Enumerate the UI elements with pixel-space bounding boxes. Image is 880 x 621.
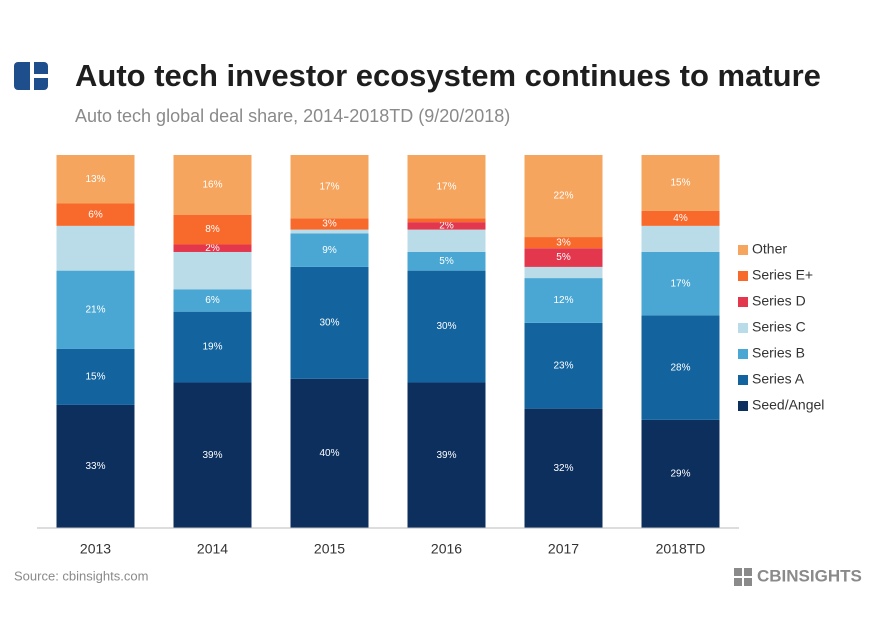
- bar-segment: [173, 289, 252, 312]
- bar-segment: [407, 222, 486, 230]
- value-label: 5%: [556, 252, 571, 263]
- bar-segment: [524, 278, 603, 323]
- value-label: 4%: [673, 213, 688, 224]
- legend-swatch: [738, 297, 748, 307]
- value-label: 39%: [436, 450, 456, 461]
- legend-swatch: [738, 245, 748, 255]
- bar-segment: [641, 419, 720, 528]
- bar-segment: [173, 382, 252, 528]
- bar-segment: [173, 311, 252, 383]
- bar-segment: [407, 382, 486, 528]
- legend-swatch: [738, 349, 748, 359]
- bar-segment: [290, 378, 369, 528]
- x-tick-label: 2015: [314, 541, 345, 557]
- value-label: 39%: [202, 450, 222, 461]
- brand-logo: [734, 568, 752, 586]
- bar-segment: [56, 225, 135, 271]
- value-label: 30%: [436, 321, 456, 332]
- bar-segment: [407, 229, 486, 252]
- bar-segment: [641, 155, 720, 211]
- bar-segment: [407, 218, 486, 223]
- bar-segment: [407, 155, 486, 219]
- bar-segment: [641, 210, 720, 226]
- bar-segment: [290, 155, 369, 219]
- bar-segment: [641, 251, 720, 316]
- bar-segment: [56, 270, 135, 349]
- logo-icon: [14, 62, 48, 90]
- legend-label: Series B: [752, 345, 805, 361]
- bar-segment: [173, 251, 252, 290]
- bar-segment: [173, 214, 252, 245]
- value-label: 6%: [88, 209, 103, 220]
- legend-label: Other: [752, 241, 787, 257]
- legend-swatch: [738, 401, 748, 411]
- value-label: 23%: [553, 360, 573, 371]
- legend-swatch: [738, 271, 748, 281]
- value-label: 15%: [85, 372, 105, 383]
- value-label: 2%: [205, 243, 220, 254]
- x-tick-label: 2014: [197, 541, 228, 557]
- bar-segment: [524, 322, 603, 409]
- x-tick-label: 2013: [80, 541, 111, 557]
- value-label: 15%: [670, 178, 690, 189]
- bar-segment: [173, 244, 252, 252]
- value-label: 13%: [85, 174, 105, 185]
- bar-segment: [524, 155, 603, 238]
- value-label: 17%: [436, 181, 456, 192]
- x-tick-label: 2016: [431, 541, 462, 557]
- value-label: 33%: [85, 461, 105, 472]
- bar-segment: [56, 404, 135, 528]
- value-label: 17%: [670, 278, 690, 289]
- legend-swatch: [738, 323, 748, 333]
- value-label: 5%: [439, 256, 454, 267]
- value-label: 30%: [319, 317, 339, 328]
- legend-label: Series A: [752, 371, 805, 387]
- value-label: 40%: [319, 448, 339, 459]
- legend-label: Series E+: [752, 267, 813, 283]
- value-label: 22%: [553, 191, 573, 202]
- bar-segment: [407, 251, 486, 271]
- bar-segment: [524, 248, 603, 267]
- bar-segment: [56, 203, 135, 226]
- bar-segment: [524, 237, 603, 249]
- bar-segment: [290, 218, 369, 230]
- value-label: 28%: [670, 362, 690, 373]
- bar-segment: [641, 225, 720, 252]
- value-label: 17%: [319, 181, 339, 192]
- bar-segment: [641, 315, 720, 420]
- brand: CBINSIGHTS: [757, 566, 862, 585]
- bar-segment: [407, 270, 486, 383]
- legend-label: Series C: [752, 319, 806, 335]
- bar-segment: [524, 408, 603, 528]
- value-label: 19%: [202, 342, 222, 353]
- value-label: 3%: [322, 219, 337, 230]
- value-label: 3%: [556, 237, 571, 248]
- legend-swatch: [738, 375, 748, 385]
- chart-title: Auto tech investor ecosystem continues t…: [75, 58, 821, 93]
- source: Source: cbinsights.com: [14, 568, 148, 583]
- legend-label: Series D: [752, 293, 806, 309]
- bar-segment: [173, 155, 252, 215]
- chart-subtitle: Auto tech global deal share, 2014-2018TD…: [75, 106, 510, 126]
- value-label: 32%: [553, 463, 573, 474]
- x-tick-label: 2018TD: [656, 541, 706, 557]
- value-label: 16%: [202, 179, 222, 190]
- value-label: 12%: [553, 295, 573, 306]
- bar-segment: [524, 266, 603, 279]
- bar-segment: [290, 229, 369, 234]
- bar-segment: [290, 266, 369, 379]
- value-label: 8%: [205, 224, 220, 235]
- x-tick-label: 2017: [548, 541, 579, 557]
- value-label: 21%: [85, 304, 105, 315]
- value-label: 29%: [670, 469, 690, 480]
- legend-label: Seed/Angel: [752, 397, 824, 413]
- bar-segment: [290, 233, 369, 267]
- value-label: 9%: [322, 245, 337, 256]
- value-label: 2%: [439, 221, 454, 232]
- value-label: 6%: [205, 295, 220, 306]
- bar-segment: [56, 348, 135, 405]
- bar-segment: [56, 155, 135, 204]
